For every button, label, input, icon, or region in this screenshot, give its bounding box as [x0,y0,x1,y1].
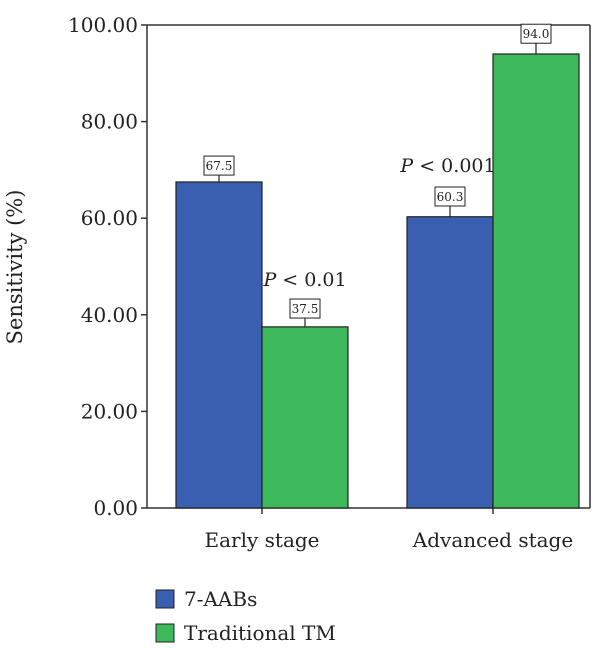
y-tick-label: 20.00 [81,399,138,423]
y-tick-label: 60.00 [81,206,138,230]
y-tick-label: 40.00 [81,303,138,327]
data-label: 60.3 [437,190,464,204]
data-label-box [203,155,235,176]
data-label-box [289,298,321,319]
legend-swatch [155,623,175,643]
plot-area: 0.00 20.00 40.00 60.00 80.00 100.00 Early stag… [68,13,591,552]
y-tick-label: 80.00 [81,110,138,134]
data-label-box [520,23,552,44]
p-value-annotation: P < 0.01 [262,269,346,291]
legend-label: 7-AABs [184,587,257,611]
x-tick-label: Early stage [205,528,320,552]
y-tick-label: 0.00 [93,496,138,520]
bar [175,181,263,509]
legend-swatch [155,589,175,609]
y-axis-title: Sensitivity (%) [3,190,27,345]
bar [492,53,580,509]
data-label: 67.5 [206,159,233,173]
legend: 7-AABs Traditional TM [155,587,336,645]
data-label-box [434,186,466,207]
x-tick-label: Advanced stage [412,528,573,552]
data-label: 94.0 [523,27,550,41]
y-tick-label: 100.00 [68,13,138,37]
data-label: 37.5 [292,302,319,316]
bar [406,216,494,509]
legend-label: Traditional TM [184,621,336,645]
bar [261,326,349,509]
p-value-annotation: P < 0.001 [399,155,495,177]
